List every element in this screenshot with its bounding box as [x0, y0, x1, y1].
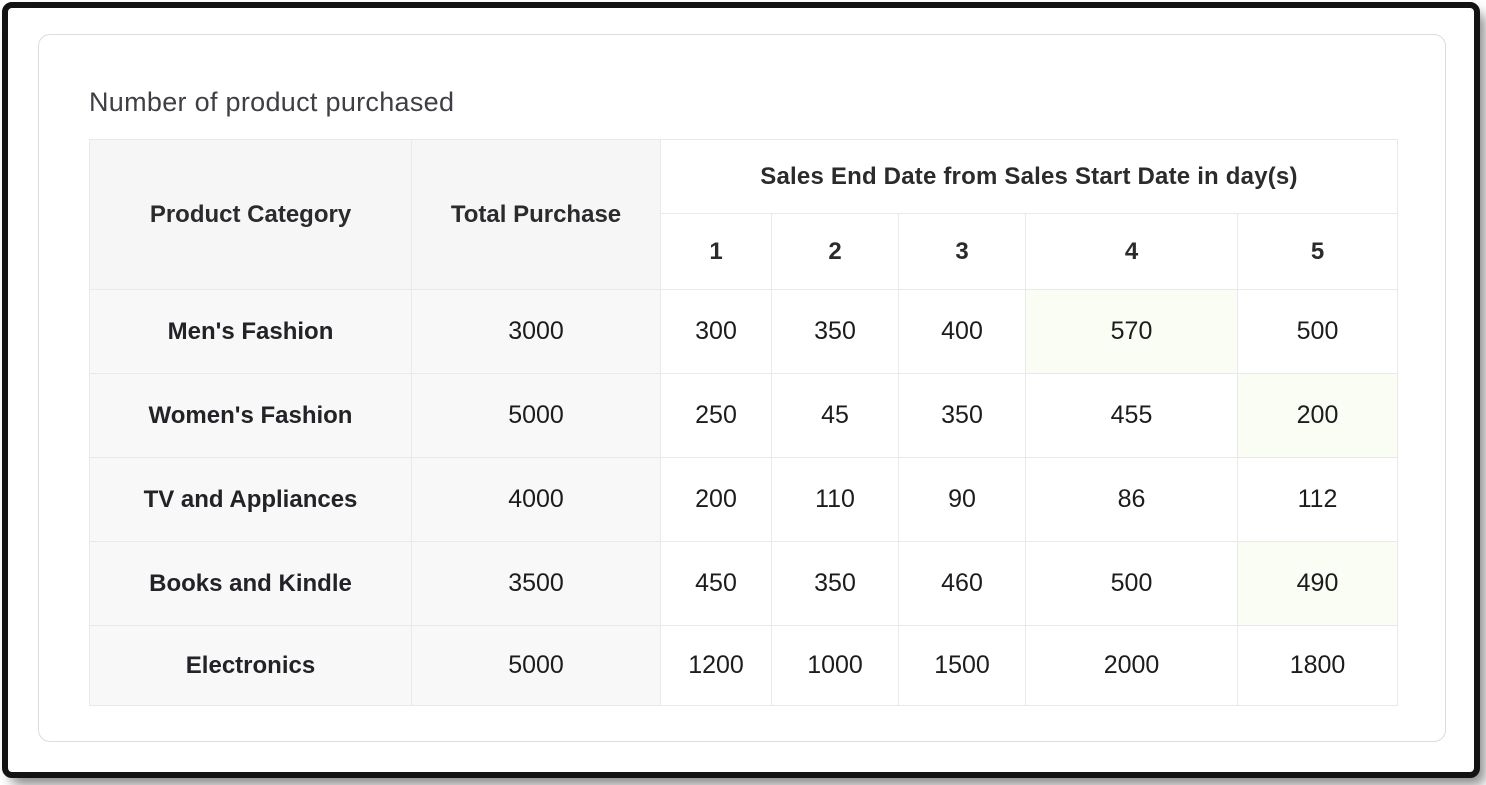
- cell-day-1: 1200: [660, 625, 772, 706]
- cell-day-1: 300: [660, 289, 772, 374]
- cell-total-purchase: 4000: [411, 457, 661, 542]
- cell-day-3: 1500: [898, 625, 1026, 706]
- cell-day-2: 350: [771, 289, 899, 374]
- cell-total-purchase: 3500: [411, 541, 661, 626]
- table-body: Men's Fashion 3000 300 350 400 570 500 W…: [89, 289, 1398, 706]
- header-row-days: 1 2 3 4 5: [90, 213, 1398, 290]
- cell-day-4: 455: [1025, 373, 1238, 458]
- cell-day-2: 45: [771, 373, 899, 458]
- table-header: Product Category Total Purchase Sales En…: [89, 139, 1398, 290]
- column-header-total-purchase: Total Purchase: [411, 139, 661, 290]
- cell-day-3: 460: [898, 541, 1026, 626]
- cell-day-1: 250: [660, 373, 772, 458]
- cell-category: Electronics: [89, 625, 412, 706]
- column-group-header-sales-end-date: Sales End Date from Sales Start Date in …: [660, 139, 1398, 214]
- cell-day-4: 86: [1025, 457, 1238, 542]
- cell-day-1: 200: [660, 457, 772, 542]
- cell-day-5: 1800: [1237, 625, 1398, 706]
- cell-total-purchase: 5000: [411, 625, 661, 706]
- cell-day-4: 500: [1025, 541, 1238, 626]
- cell-total-purchase: 3000: [411, 289, 661, 374]
- column-header-product-category: Product Category: [89, 139, 412, 290]
- cell-day-5-highlighted: 200: [1237, 373, 1398, 458]
- cell-category: Women's Fashion: [89, 373, 412, 458]
- table-row-tv-and-appliances: TV and Appliances 4000 200 110 90 86 112: [89, 457, 1398, 542]
- table-row-books-and-kindle: Books and Kindle 3500 450 350 460 500 49…: [89, 541, 1398, 626]
- cell-day-2: 350: [771, 541, 899, 626]
- table-row-womens-fashion: Women's Fashion 5000 250 45 350 455 200: [89, 373, 1398, 458]
- cell-day-2: 1000: [771, 625, 899, 706]
- cell-day-3: 400: [898, 289, 1026, 374]
- column-header-day-1: 1: [660, 213, 772, 290]
- column-header-day-4: 4: [1025, 213, 1238, 290]
- cell-day-5-highlighted: 490: [1237, 541, 1398, 626]
- cell-day-4: 2000: [1025, 625, 1238, 706]
- column-header-day-2: 2: [771, 213, 899, 290]
- table-row-electronics: Electronics 5000 1200 1000 1500 2000 180…: [89, 625, 1398, 706]
- cell-day-1: 450: [660, 541, 772, 626]
- cell-total-purchase: 5000: [411, 373, 661, 458]
- column-header-day-5: 5: [1237, 213, 1398, 290]
- cell-day-3: 350: [898, 373, 1026, 458]
- cell-day-4-highlighted: 570: [1025, 289, 1238, 374]
- table-row-mens-fashion: Men's Fashion 3000 300 350 400 570 500: [89, 289, 1398, 374]
- cell-category: Books and Kindle: [89, 541, 412, 626]
- header-row-group: Product Category Total Purchase Sales En…: [89, 139, 1398, 290]
- cell-category: TV and Appliances: [89, 457, 412, 542]
- cell-day-2: 110: [771, 457, 899, 542]
- cell-category: Men's Fashion: [89, 289, 412, 374]
- cell-day-3: 90: [898, 457, 1026, 542]
- cell-day-5: 112: [1237, 457, 1398, 542]
- page-title: Number of product purchased: [89, 87, 455, 117]
- table-card: Number of product purchased Product Cate…: [38, 34, 1446, 742]
- column-header-day-3: 3: [898, 213, 1026, 290]
- cell-day-5: 500: [1237, 289, 1398, 374]
- purchase-table: Product Category Total Purchase Sales En…: [89, 139, 1398, 706]
